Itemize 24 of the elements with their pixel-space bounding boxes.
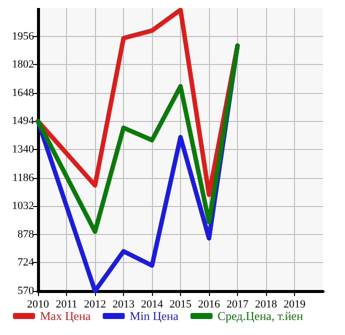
legend-label: Сред.Цена, т.йен bbox=[217, 309, 304, 323]
x-tick-label: 2019 bbox=[284, 298, 306, 310]
y-tick-label: 1186 bbox=[12, 172, 34, 184]
x-tick-label: 2010 bbox=[27, 298, 50, 310]
x-tick-label: 2015 bbox=[170, 298, 192, 310]
x-tick-label: 2014 bbox=[141, 298, 164, 310]
y-tick-label: 570 bbox=[18, 285, 34, 297]
x-tick-label: 2018 bbox=[255, 298, 278, 310]
y-tick-label: 878 bbox=[18, 228, 34, 240]
y-tick-label: 1956 bbox=[12, 30, 34, 42]
y-tick-label: 1340 bbox=[12, 144, 34, 156]
x-tick-label: 2016 bbox=[198, 298, 220, 310]
line-series bbox=[36, 43, 240, 234]
y-tick-label: 724 bbox=[18, 256, 34, 269]
x-tick-label: 2017 bbox=[226, 298, 249, 310]
y-tick-label: 1494 bbox=[12, 115, 34, 128]
y-tick-label: 1032 bbox=[12, 200, 34, 212]
legend-label: Max Цена bbox=[40, 309, 92, 323]
x-tick-label: 2012 bbox=[84, 298, 106, 310]
y-tick-label: 1802 bbox=[12, 58, 34, 71]
x-tick-label: 2013 bbox=[112, 298, 135, 310]
y-tick-label: 1648 bbox=[12, 86, 34, 99]
x-tick-label: 2011 bbox=[56, 298, 78, 310]
legend-label: Min Цена bbox=[130, 309, 180, 323]
